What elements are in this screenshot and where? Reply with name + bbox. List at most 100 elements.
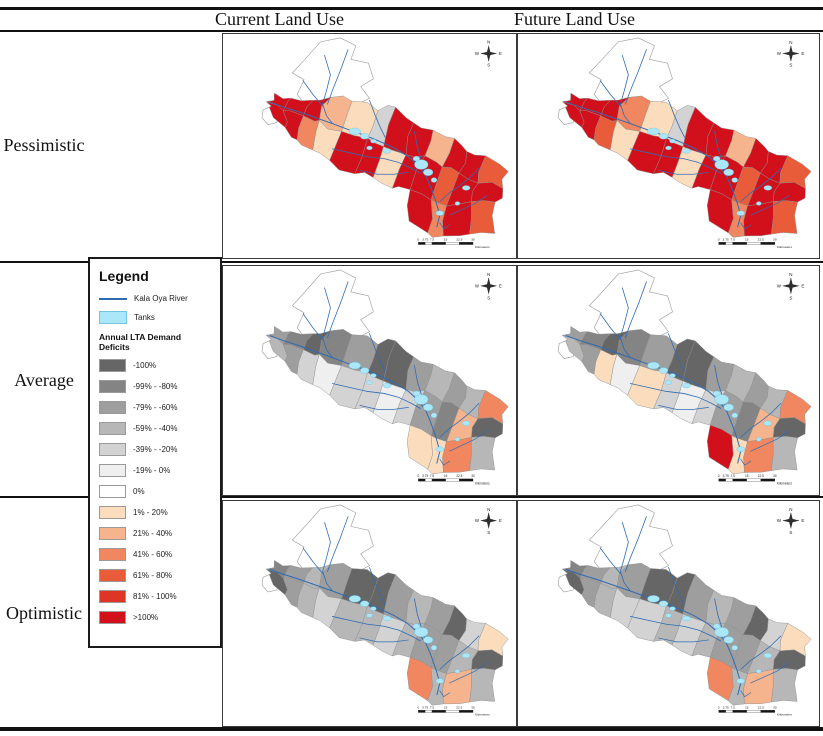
- sub-basin: [771, 200, 798, 235]
- map-panel-average-current: N E S W 0 3.75 7.5 15 22.5 30 Kilometers: [222, 265, 517, 496]
- svg-text:W: W: [777, 284, 782, 289]
- svg-text:Kilometers: Kilometers: [475, 713, 490, 717]
- svg-text:30: 30: [773, 474, 777, 478]
- svg-text:30: 30: [773, 238, 777, 242]
- tank-shapes: [348, 595, 471, 684]
- legend-title: Legend: [99, 268, 149, 284]
- class-label: -39% - -20%: [133, 445, 178, 454]
- class-swatch: [99, 527, 126, 540]
- compass-rose: N E S W: [777, 507, 805, 535]
- svg-text:S: S: [487, 63, 490, 68]
- class-swatch: [99, 506, 126, 519]
- tank-shapes: [348, 127, 471, 216]
- svg-text:22.5: 22.5: [758, 474, 764, 478]
- class-swatch: [99, 401, 126, 414]
- river-lines: [565, 281, 790, 466]
- legend-class-item: 61% - 80%: [99, 569, 214, 582]
- svg-text:22.5: 22.5: [758, 238, 764, 242]
- svg-text:3.75: 3.75: [723, 705, 729, 709]
- legend-box: Legend Kala Oya River Tanks Annual LTA D…: [88, 257, 222, 648]
- svg-text:7.5: 7.5: [430, 474, 435, 478]
- svg-text:0: 0: [417, 474, 419, 478]
- row-label-optimistic: Optimistic: [6, 602, 82, 623]
- legend-class-item: -79% - -60%: [99, 401, 214, 414]
- svg-text:0: 0: [718, 238, 720, 242]
- compass-rose: N E S W: [475, 40, 502, 68]
- svg-text:S: S: [487, 295, 490, 300]
- column-header-future-land-use: Future Land Use: [514, 9, 635, 29]
- svg-text:N: N: [789, 507, 792, 512]
- svg-text:W: W: [777, 518, 782, 523]
- legend-class-item: 1% - 20%: [99, 506, 214, 519]
- tank-shapes: [647, 127, 772, 216]
- svg-text:S: S: [487, 530, 490, 535]
- svg-text:E: E: [801, 284, 804, 289]
- compass-rose: N E S W: [777, 40, 805, 68]
- svg-text:3.75: 3.75: [422, 237, 428, 241]
- map-panel-pessimistic-future: N E S W 0 3.75 7.5 15 22.5 30 Kilometers: [517, 33, 820, 259]
- svg-text:E: E: [801, 518, 804, 523]
- svg-text:W: W: [475, 51, 480, 56]
- svg-text:7.5: 7.5: [730, 238, 735, 242]
- tank-shapes: [647, 595, 772, 684]
- svg-text:15: 15: [444, 474, 448, 478]
- class-label: 1% - 20%: [133, 508, 168, 517]
- class-label: 61% - 80%: [133, 571, 173, 580]
- svg-text:W: W: [777, 51, 782, 56]
- legend-item-river: Kala Oya River: [99, 294, 214, 303]
- svg-text:W: W: [475, 284, 480, 289]
- class-label: -59% - -40%: [133, 424, 178, 433]
- legend-deficits-title: Annual LTA Demand Deficits: [99, 332, 182, 352]
- svg-text:30: 30: [471, 705, 475, 709]
- svg-text:15: 15: [444, 705, 448, 709]
- svg-text:15: 15: [444, 237, 448, 241]
- svg-text:0: 0: [718, 705, 720, 709]
- svg-text:N: N: [487, 507, 490, 512]
- river-lines: [269, 281, 488, 466]
- legend-item-tanks-label: Tanks: [134, 313, 155, 322]
- svg-text:0: 0: [718, 474, 720, 478]
- svg-text:S: S: [789, 295, 792, 300]
- legend-class-item: 41% - 60%: [99, 548, 214, 561]
- class-label: 21% - 40%: [133, 529, 173, 538]
- legend-class-item: -19% - 0%: [99, 464, 214, 477]
- class-swatch: [99, 359, 126, 372]
- sub-basins: [562, 92, 812, 238]
- top-rule: [0, 7, 823, 10]
- row-label-pessimistic: Pessimistic: [3, 135, 85, 155]
- sub-basins: [265, 560, 509, 706]
- svg-text:E: E: [499, 518, 502, 523]
- svg-text:3.75: 3.75: [723, 474, 729, 478]
- row-separator-1: [0, 261, 823, 263]
- legend-class-item: 81% - 100%: [99, 590, 214, 603]
- class-swatch: [99, 548, 126, 561]
- row-label-average: Average: [14, 369, 74, 390]
- svg-text:Kilometers: Kilometers: [475, 245, 490, 249]
- svg-text:N: N: [789, 272, 792, 277]
- svg-text:Kilometers: Kilometers: [475, 482, 490, 486]
- svg-text:Kilometers: Kilometers: [777, 482, 793, 486]
- svg-text:E: E: [499, 51, 502, 56]
- legend-class-item: -100%: [99, 359, 214, 372]
- map-panel-average-future: N E S W 0 3.75 7.5 15 22.5 30 Kilometers: [517, 265, 820, 496]
- compass-rose: N E S W: [777, 272, 805, 300]
- svg-text:N: N: [487, 40, 490, 45]
- class-label: -100%: [133, 361, 157, 370]
- sub-basins: [562, 560, 812, 706]
- svg-text:22.5: 22.5: [758, 705, 764, 709]
- river-lines: [565, 49, 790, 230]
- tanks-swatch: [99, 311, 127, 324]
- class-label: >100%: [133, 613, 159, 622]
- tank-shapes: [647, 361, 772, 452]
- svg-text:E: E: [499, 284, 502, 289]
- svg-text:3.75: 3.75: [422, 705, 428, 709]
